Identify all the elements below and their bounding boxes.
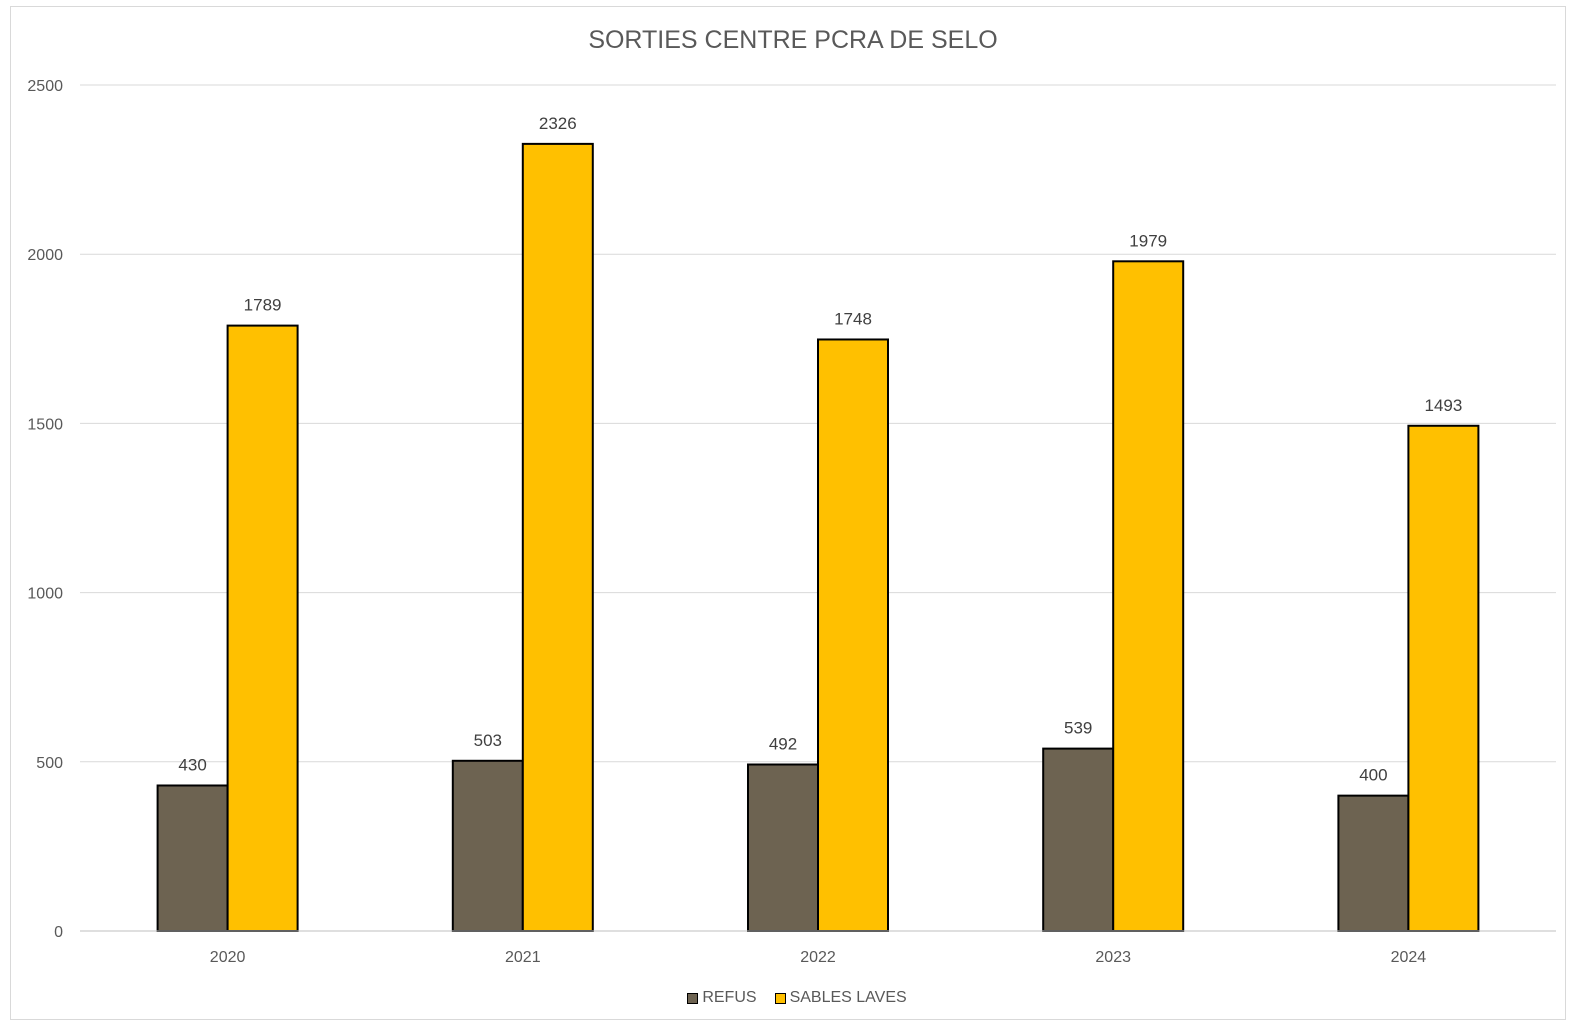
bar-sables-laves-2021	[523, 144, 593, 931]
y-tick-label: 1500	[27, 416, 63, 433]
bar-refus-2023	[1043, 749, 1113, 931]
legend-item-sables-laves: SABLES LAVES	[775, 989, 907, 1007]
x-tick-label: 2024	[1391, 949, 1427, 966]
x-tick-label: 2022	[800, 949, 836, 966]
y-tick-label: 1000	[27, 586, 63, 603]
bar-sables-laves-2024	[1408, 426, 1478, 931]
data-label: 1493	[1424, 396, 1462, 415]
data-label: 400	[1359, 766, 1387, 785]
data-label: 2326	[539, 114, 577, 133]
y-tick-label: 500	[36, 755, 63, 772]
y-tick-label: 2000	[27, 247, 63, 264]
legend-label-sables-laves: SABLES LAVES	[790, 989, 907, 1007]
bar-sables-laves-2020	[228, 326, 298, 931]
data-label: 1979	[1129, 231, 1167, 250]
data-label: 539	[1064, 719, 1092, 738]
legend-swatch-sables-laves	[775, 993, 786, 1004]
y-tick-label: 2500	[27, 78, 63, 95]
data-label: 503	[474, 731, 502, 750]
data-label: 430	[178, 755, 206, 774]
legend-swatch-refus	[687, 993, 698, 1004]
x-tick-label: 2023	[1095, 949, 1131, 966]
y-tick-label: 0	[54, 924, 63, 941]
bars	[158, 144, 1479, 931]
legend-label-refus: REFUS	[702, 989, 756, 1007]
bar-refus-2021	[453, 761, 523, 931]
legend: REFUS SABLES LAVES	[0, 989, 1570, 1007]
bar-refus-2024	[1338, 796, 1408, 931]
x-tick-label: 2020	[210, 949, 246, 966]
legend-item-refus: REFUS	[687, 989, 756, 1007]
data-label: 492	[769, 735, 797, 754]
bar-sables-laves-2022	[818, 339, 888, 931]
data-label: 1748	[834, 309, 872, 328]
bar-refus-2022	[748, 765, 818, 931]
bar-refus-2020	[158, 785, 228, 931]
data-label: 1789	[244, 296, 282, 315]
x-tick-label: 2021	[505, 949, 541, 966]
bar-sables-laves-2023	[1113, 261, 1183, 931]
